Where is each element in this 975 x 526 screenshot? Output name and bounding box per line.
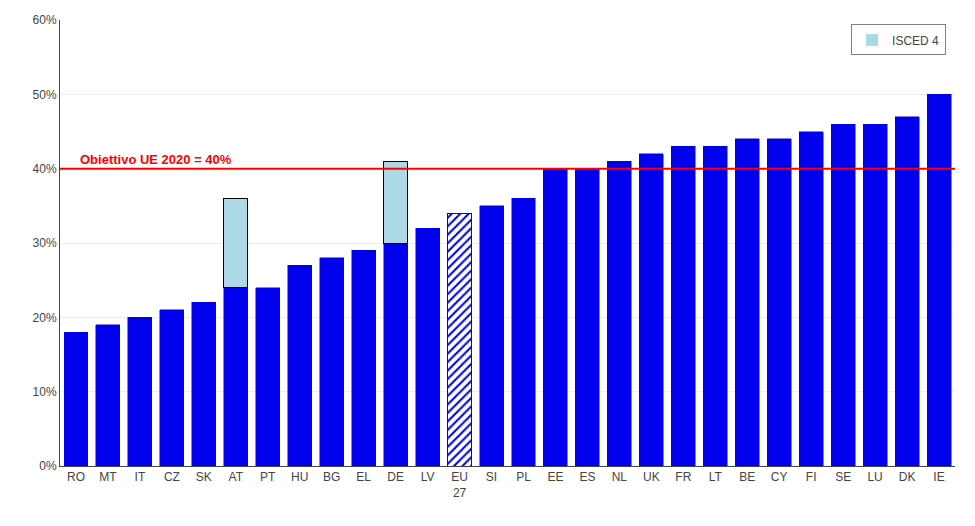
svg-text:CZ: CZ [164, 470, 180, 484]
svg-text:FI: FI [806, 470, 817, 484]
svg-text:0%: 0% [39, 459, 57, 473]
svg-text:PT: PT [260, 470, 276, 484]
svg-text:IE: IE [933, 470, 944, 484]
svg-text:FR: FR [675, 470, 691, 484]
svg-text:Obiettivo UE 2020 = 40%: Obiettivo UE 2020 = 40% [80, 152, 232, 167]
svg-text:EU27: EU27 [451, 470, 468, 500]
svg-text:HU: HU [291, 470, 308, 484]
svg-text:IT: IT [135, 470, 146, 484]
svg-text:SK: SK [196, 470, 212, 484]
svg-text:BG: BG [323, 470, 340, 484]
svg-text:SI: SI [486, 470, 497, 484]
svg-text:NL: NL [612, 470, 628, 484]
svg-text:DK: DK [899, 470, 916, 484]
svg-text:MT: MT [99, 470, 117, 484]
svg-text:BE: BE [739, 470, 755, 484]
svg-text:PL: PL [516, 470, 531, 484]
svg-text:ISCED 4: ISCED 4 [892, 34, 939, 48]
svg-text:EE: EE [547, 470, 563, 484]
svg-text:ES: ES [579, 470, 595, 484]
svg-text:CY: CY [771, 470, 788, 484]
svg-text:LU: LU [867, 470, 882, 484]
svg-text:60%: 60% [33, 13, 57, 27]
svg-text:AT: AT [229, 470, 244, 484]
svg-text:20%: 20% [33, 311, 57, 325]
svg-text:LV: LV [421, 470, 435, 484]
svg-text:EL: EL [356, 470, 371, 484]
svg-text:50%: 50% [33, 88, 57, 102]
svg-text:40%: 40% [33, 162, 57, 176]
svg-text:LT: LT [709, 470, 723, 484]
svg-text:30%: 30% [33, 236, 57, 250]
svg-text:DE: DE [387, 470, 404, 484]
svg-text:SE: SE [835, 470, 851, 484]
svg-text:10%: 10% [33, 385, 57, 399]
svg-text:UK: UK [643, 470, 660, 484]
svg-text:RO: RO [67, 470, 85, 484]
